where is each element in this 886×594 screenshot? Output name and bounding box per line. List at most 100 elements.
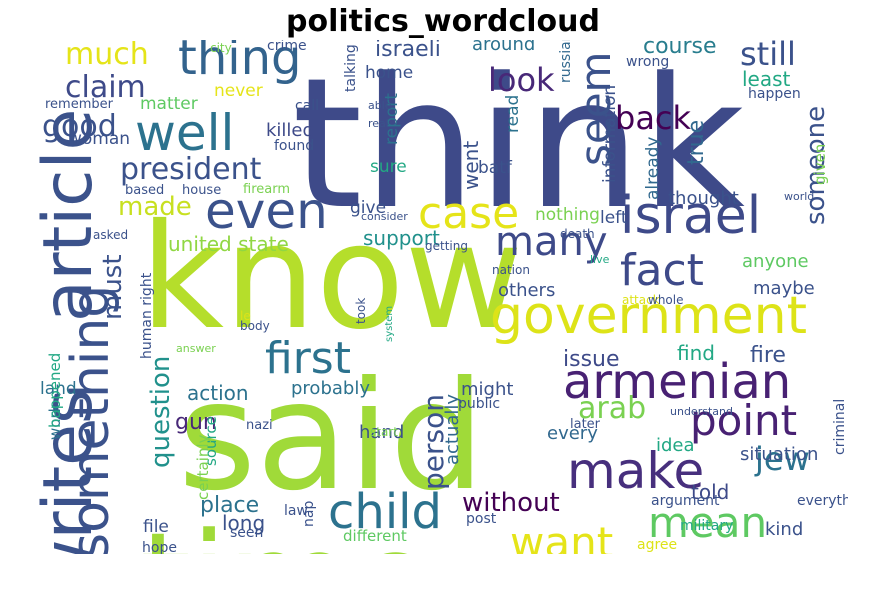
word-case: case — [418, 188, 520, 239]
word-certainly: certainly — [194, 434, 212, 500]
word-government: government — [490, 286, 808, 346]
word-real: real — [368, 117, 389, 130]
page-title: politics_wordcloud — [285, 4, 601, 39]
word-nothing: nothing — [535, 205, 600, 225]
word-found: found — [274, 138, 315, 154]
word-system: system — [384, 305, 395, 342]
word-make: make — [567, 442, 705, 500]
word-consider: consider — [361, 210, 408, 223]
word-might: might — [461, 379, 514, 400]
word-start: start — [370, 425, 398, 439]
word-hand: hand — [359, 422, 405, 443]
word-support: support — [363, 226, 440, 250]
word-idea: idea — [656, 435, 695, 456]
word-many: many — [495, 219, 608, 265]
word-place: place — [200, 493, 260, 518]
word-nation: nation — [492, 263, 530, 277]
word-want: want — [510, 518, 614, 555]
word-jew: jew — [755, 440, 810, 478]
word-armenian: armenian — [563, 354, 792, 410]
word-given: given — [811, 143, 829, 185]
word-give: give — [350, 198, 387, 218]
word-answer: answer — [176, 342, 216, 355]
word-president: president — [120, 152, 262, 187]
word-said: said — [178, 350, 485, 524]
word-around: around — [472, 40, 536, 55]
word-still: still — [740, 40, 796, 73]
word-child: child — [328, 484, 442, 540]
word-happened: happened — [46, 352, 64, 428]
word-getting: getting — [425, 239, 468, 253]
word-everything: everything — [797, 493, 848, 509]
word-remember: remember — [45, 97, 113, 112]
word-course: course — [643, 40, 717, 59]
word-mean: mean — [648, 498, 768, 547]
word-different: different — [343, 527, 407, 545]
word-anyone: anyone — [742, 251, 809, 272]
word-public: public — [458, 396, 501, 412]
word-file: file — [143, 517, 169, 537]
word-without: without — [462, 488, 560, 518]
word-call: call — [295, 98, 320, 114]
word-information: information — [600, 84, 620, 183]
word-argument: argument — [651, 493, 720, 509]
word-cloud: thinkknowsaidtimearticlewritessomethingg… — [20, 40, 848, 554]
word-something: something — [61, 284, 121, 554]
word-time: time — [140, 515, 434, 554]
word-every: every — [547, 423, 598, 444]
word-long: long — [222, 511, 266, 535]
word-woman: woman — [68, 129, 131, 149]
word-made: made — [118, 192, 192, 222]
word-left: left — [600, 208, 628, 228]
word-question: question — [146, 355, 176, 468]
word-took: took — [354, 297, 368, 324]
word-already: already — [643, 136, 663, 200]
word-never: never — [214, 81, 263, 101]
word-later: later — [570, 417, 601, 432]
word-back: back — [615, 99, 692, 137]
word-action: action — [187, 381, 249, 405]
word-whole: whole — [648, 293, 684, 307]
word-fire: fire — [750, 343, 786, 368]
word-told: told — [691, 480, 730, 504]
word-understand: understand — [670, 405, 733, 418]
word-think: think — [292, 40, 745, 249]
word-post: post — [466, 511, 497, 527]
word-israel: israel — [620, 186, 762, 246]
word-thing: thing — [178, 40, 302, 86]
word-le: le — [240, 309, 251, 323]
word-home: home — [365, 63, 414, 83]
word-least: least — [742, 67, 791, 91]
word-good: good — [42, 109, 117, 144]
word-killed: killed — [266, 120, 314, 141]
word-nazi: nazi — [246, 418, 273, 433]
word-hope: hope — [142, 540, 177, 554]
word-come: come — [608, 545, 718, 554]
word-even: even — [205, 182, 328, 240]
word-maybe: maybe — [753, 278, 815, 299]
word-land: land — [40, 379, 77, 399]
word-talking: talking — [343, 44, 359, 92]
word-live: live — [590, 253, 610, 266]
word-world: world — [784, 190, 815, 203]
word-know: know — [140, 193, 524, 362]
word-criminal: criminal — [832, 398, 848, 455]
word-attack: attack — [622, 293, 660, 307]
word-find: find — [677, 341, 715, 365]
word-house: house — [182, 183, 222, 198]
word-able: able — [368, 99, 392, 112]
word-wrong: wrong — [626, 54, 670, 70]
word-point: point — [690, 396, 798, 445]
word-human-right: human right — [139, 272, 155, 359]
word-matter: matter — [140, 94, 198, 114]
word-claim: claim — [65, 70, 146, 105]
word-israeli: israeli — [375, 40, 441, 62]
word-asked: asked — [93, 228, 129, 242]
word-russian: russian — [558, 40, 574, 83]
word-must: must — [98, 254, 128, 320]
word-batf: batf — [478, 158, 512, 178]
word-military: military — [680, 518, 734, 534]
word-much: much — [65, 40, 149, 72]
word-body: body — [240, 319, 270, 333]
word-crime: crime — [267, 40, 307, 54]
